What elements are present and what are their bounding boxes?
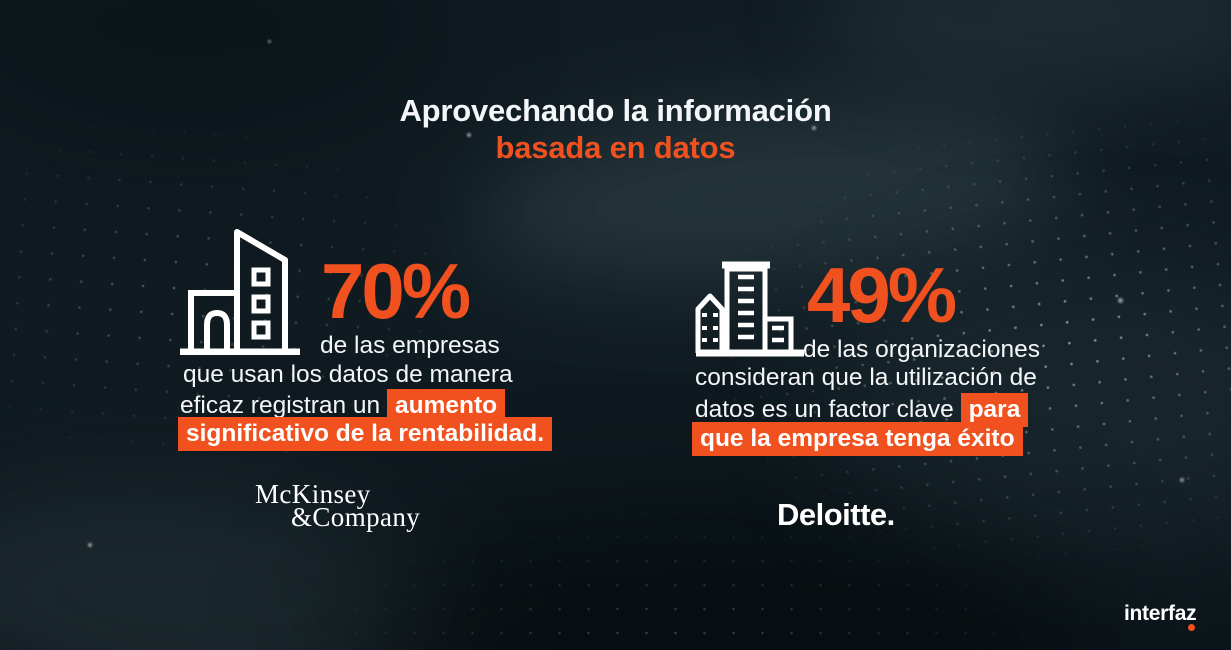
mckinsey-logo-line2: &Company [291, 502, 421, 532]
stat-card-empresas: 70% de las empresas que usan los datos d… [178, 226, 618, 466]
stat-text-line: significativo de la rentabilidad. [178, 417, 553, 451]
stat-text-line: que la empresa tenga éxito [692, 422, 1023, 456]
interfaz-logo-text: interfaz [1124, 602, 1197, 625]
stat-text-line: que usan los datos de manera [183, 361, 513, 388]
stat-text-line: datos es un factor clave para [695, 393, 1029, 427]
background-smoke-dark [330, 510, 1110, 650]
title-line-accent: basada en datos [495, 130, 736, 165]
interfaz-logo: interfaz [1124, 602, 1197, 631]
deloitte-logo: Deloitte. [777, 497, 895, 532]
highlight-text: para [960, 393, 1029, 427]
highlight-text: que la empresa tenga éxito [692, 422, 1023, 456]
stat-value: 70% [321, 247, 471, 335]
particle-dot [1180, 478, 1184, 482]
particle-dot [268, 40, 271, 43]
mckinsey-logo-line1: McKinsey [255, 479, 371, 509]
page-title: Aprovechando la información basada en da… [0, 92, 1231, 166]
stat-text-plain: datos es un factor clave [695, 396, 961, 423]
stat-text-plain: eficaz registran un [180, 392, 387, 419]
stat-text-line: consideran que la utilización de [695, 364, 1037, 391]
stat-card-organizaciones: 49% de las organizaciones consideran que… [692, 226, 1132, 466]
highlight-text: significativo de la rentabilidad. [178, 417, 553, 451]
stat-text-line: de las empresas [320, 332, 500, 359]
interfaz-wordmark: interfaz [1124, 602, 1197, 631]
interfaz-logo-dot [1188, 624, 1196, 631]
particle-dot [88, 543, 92, 547]
title-line-primary: Aprovechando la información [399, 93, 832, 128]
background-smoke [820, 0, 1231, 90]
stat-text-line: de las organizaciones [803, 336, 1040, 363]
mckinsey-logo: McKinsey &Company [255, 479, 421, 532]
city-buildings-icon [695, 261, 804, 357]
stat-value: 49% [807, 251, 957, 339]
office-building-arch-icon [180, 229, 300, 355]
